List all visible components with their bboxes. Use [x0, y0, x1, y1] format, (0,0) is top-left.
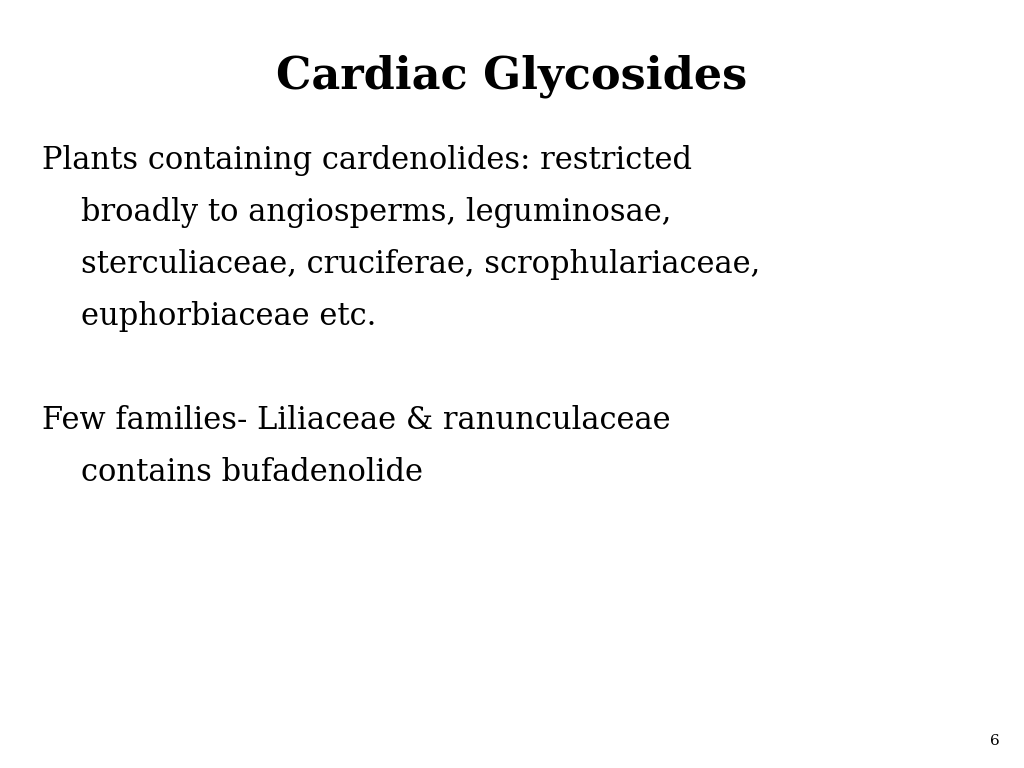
Text: sterculiaceae, cruciferae, scrophulariaceae,: sterculiaceae, cruciferae, scrophulariac…	[42, 249, 760, 280]
Text: contains bufadenolide: contains bufadenolide	[42, 457, 423, 488]
Text: Plants containing cardenolides: restricted: Plants containing cardenolides: restrict…	[42, 145, 692, 176]
Text: 6: 6	[990, 734, 1000, 748]
Text: broadly to angiosperms, leguminosae,: broadly to angiosperms, leguminosae,	[42, 197, 672, 228]
Text: euphorbiaceae etc.: euphorbiaceae etc.	[42, 301, 377, 332]
Text: Cardiac Glycosides: Cardiac Glycosides	[276, 55, 748, 98]
Text: Few families- Liliaceae & ranunculaceae: Few families- Liliaceae & ranunculaceae	[42, 405, 671, 436]
